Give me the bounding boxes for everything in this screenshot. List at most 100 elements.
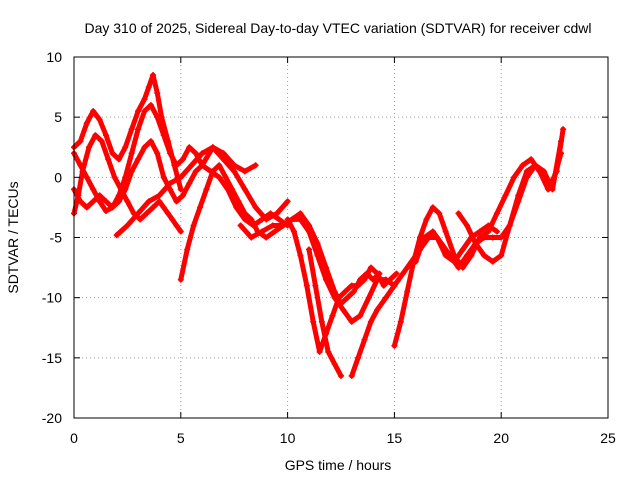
data-point xyxy=(455,264,462,271)
data-series-layer xyxy=(71,72,567,379)
data-point xyxy=(98,138,105,145)
data-point xyxy=(355,282,362,289)
x-tick-label: 25 xyxy=(600,430,616,446)
data-point xyxy=(506,222,513,229)
data-point xyxy=(498,252,505,259)
data-point xyxy=(331,288,338,295)
data-point xyxy=(318,318,325,325)
data-point xyxy=(558,138,565,145)
data-point xyxy=(446,252,453,259)
data-point xyxy=(209,168,216,175)
data-point xyxy=(83,174,90,181)
tick-labels: 0 5 10 15 20 25 -20 -15 -10 -5 0 5 10 xyxy=(42,49,616,446)
data-point xyxy=(297,252,304,259)
data-point xyxy=(220,150,227,157)
data-point xyxy=(141,108,148,115)
data-point xyxy=(222,174,229,181)
data-point xyxy=(269,222,276,229)
data-point xyxy=(143,210,150,217)
data-point xyxy=(284,216,291,223)
data-point xyxy=(481,234,488,241)
data-point xyxy=(216,174,223,181)
data-point xyxy=(167,150,174,157)
data-point xyxy=(387,276,394,283)
data-point xyxy=(523,168,530,175)
data-point xyxy=(199,150,206,157)
data-point xyxy=(199,162,206,169)
data-series-1 xyxy=(71,72,184,193)
data-point xyxy=(429,228,436,235)
data-point xyxy=(303,282,310,289)
data-point xyxy=(276,216,283,223)
data-point xyxy=(169,216,176,223)
data-point xyxy=(464,222,471,229)
data-point xyxy=(549,186,556,193)
series-trace xyxy=(285,216,399,355)
data-point xyxy=(90,108,97,115)
series-trace xyxy=(306,247,344,379)
data-point xyxy=(493,210,500,217)
data-point xyxy=(382,294,389,301)
data-point xyxy=(558,150,565,157)
data-point xyxy=(397,318,404,325)
data-point xyxy=(489,234,496,241)
data-point xyxy=(271,228,278,235)
data-point xyxy=(115,198,122,205)
data-point xyxy=(498,234,505,241)
data-point xyxy=(160,132,167,139)
data-point xyxy=(305,246,312,253)
data-point xyxy=(231,162,238,169)
data-point xyxy=(203,186,210,193)
data-point xyxy=(252,162,259,169)
data-point xyxy=(160,204,167,211)
data-point xyxy=(128,168,135,175)
data-point xyxy=(186,180,193,187)
data-point xyxy=(348,372,355,379)
data-point xyxy=(177,174,184,181)
data-point xyxy=(90,198,97,205)
data-point xyxy=(519,162,526,169)
data-point xyxy=(310,318,317,325)
data-point xyxy=(156,192,163,199)
data-point xyxy=(370,276,377,283)
data-point xyxy=(511,174,518,181)
y-tick-label: -15 xyxy=(42,350,62,366)
data-point xyxy=(481,252,488,259)
data-point xyxy=(248,234,255,241)
data-point xyxy=(340,306,347,313)
data-point xyxy=(115,156,122,163)
data-point xyxy=(209,144,216,151)
data-point xyxy=(220,156,227,163)
data-series-7 xyxy=(237,210,383,307)
data-point xyxy=(216,162,223,169)
data-point xyxy=(404,288,411,295)
data-point xyxy=(344,294,351,301)
data-point xyxy=(147,138,154,145)
data-point xyxy=(124,222,131,229)
data-point xyxy=(135,108,142,115)
data-point xyxy=(252,204,259,211)
data-series-13 xyxy=(455,150,565,265)
data-point xyxy=(335,294,342,301)
data-point xyxy=(391,282,398,289)
data-point xyxy=(85,144,92,151)
data-point xyxy=(96,116,103,123)
data-point xyxy=(117,186,124,193)
data-point xyxy=(167,186,174,193)
data-point xyxy=(493,228,500,235)
y-tick-label: -5 xyxy=(50,230,63,246)
data-point xyxy=(367,264,374,271)
data-point xyxy=(135,156,142,163)
chart-title: Day 310 of 2025, Sidereal Day-to-day VTE… xyxy=(84,20,591,36)
data-point xyxy=(314,240,321,247)
data-point xyxy=(190,222,197,229)
data-point xyxy=(90,186,97,193)
data-point xyxy=(105,156,112,163)
data-point xyxy=(160,174,167,181)
data-point xyxy=(502,192,509,199)
data-point xyxy=(154,150,161,157)
x-tick-label: 0 xyxy=(70,430,78,446)
data-point xyxy=(113,232,120,239)
data-point xyxy=(235,198,242,205)
data-point xyxy=(186,144,193,151)
